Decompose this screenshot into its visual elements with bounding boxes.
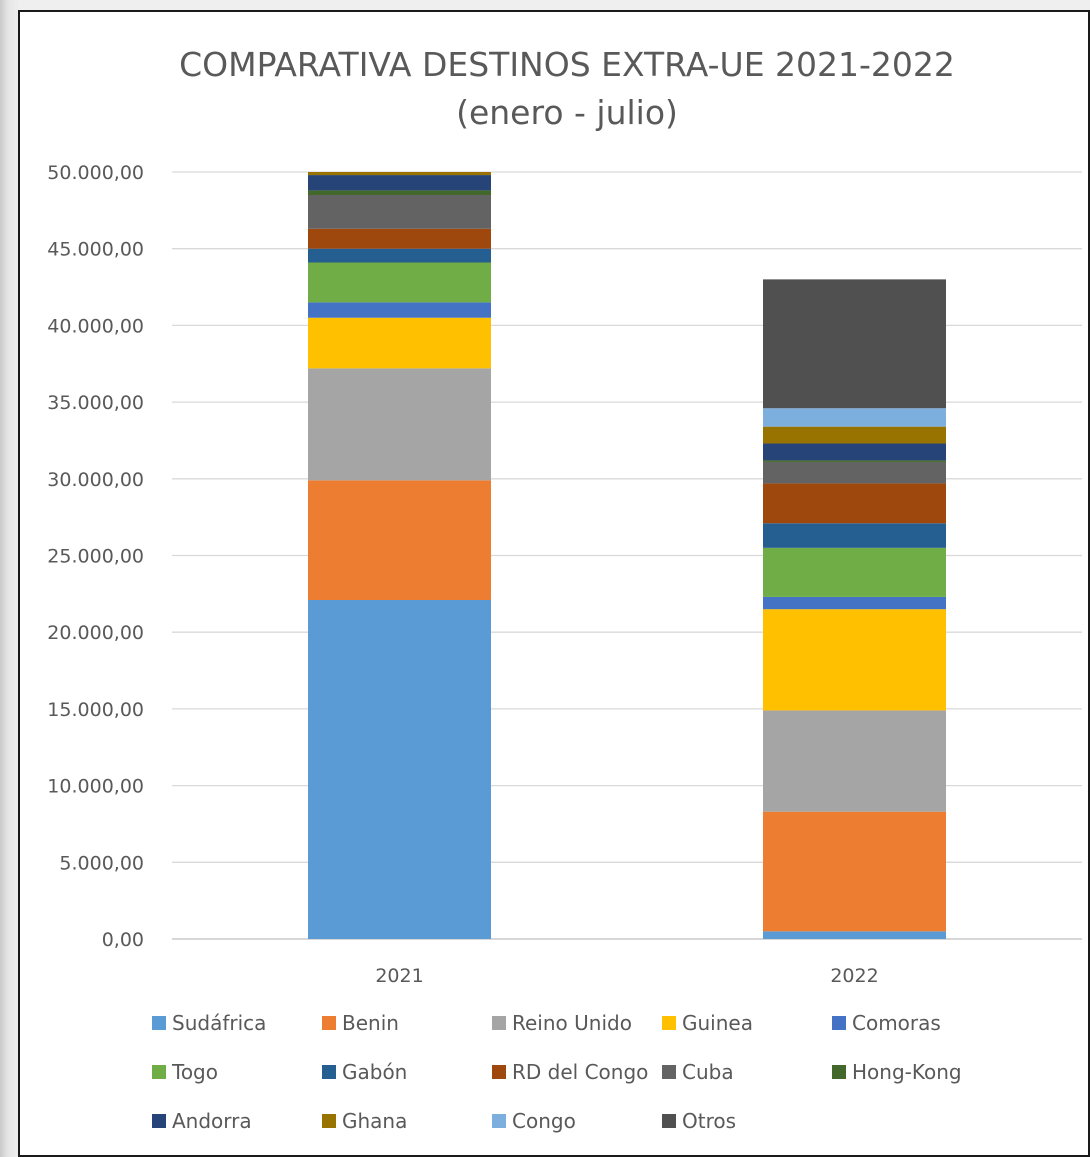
legend-label: Benin [342,1011,399,1035]
legend-swatch [492,1065,506,1079]
y-tick-label: 50.000,00 [47,162,144,184]
bar-segment [308,302,491,318]
legend-swatch [662,1065,676,1079]
bar-segment [763,609,946,711]
bar-segment [763,279,946,409]
legend-swatch [152,1065,166,1079]
chart-title: COMPARATIVA DESTINOS EXTRA-UE 2021-2022 [179,45,955,84]
bar-segment [763,460,946,462]
legend-label: Andorra [172,1109,252,1133]
legend-label: RD del Congo [512,1060,648,1084]
legend-label: Cuba [682,1060,734,1084]
legend-swatch [832,1016,846,1030]
bar-segment [763,931,946,939]
legend-label: Congo [512,1109,576,1133]
legend-label: Guinea [682,1011,753,1035]
legend-swatch [322,1114,336,1128]
legend-label: Comoras [852,1011,941,1035]
legend-label: Otros [682,1109,736,1133]
legend-label: Togo [171,1060,218,1084]
bar-segment [308,317,491,369]
y-tick-label: 20.000,00 [47,622,144,644]
y-tick-label: 40.000,00 [47,315,144,337]
legend-swatch [152,1016,166,1030]
legend-swatch [662,1114,676,1128]
y-tick-label: 0,00 [102,929,144,951]
bar-segment [763,461,946,484]
chart-subtitle: (enero - julio) [456,93,678,132]
axes: 0,00 5.000,00 10.000,00 15.000,00 20.000,00 2… [47,162,878,987]
legend-swatch [152,1114,166,1128]
bar-segment [308,228,491,249]
bar-segment [308,172,491,176]
legend-swatch [662,1016,676,1030]
bar-segment [308,480,491,600]
bar-segment [308,175,491,191]
bar-segment [308,190,491,196]
y-tick-label: 5.000,00 [59,852,144,874]
x-tick-label: 2022 [830,965,878,987]
bar-segment [763,811,946,932]
bar-segment [763,596,946,610]
legend-label: Sudáfrica [172,1011,266,1035]
y-tick-label: 25.000,00 [47,546,144,568]
bar-segment [763,547,946,597]
y-tick-label: 30.000,00 [47,469,144,491]
bars [308,172,946,939]
legend-swatch [832,1065,846,1079]
y-tick-label: 15.000,00 [47,699,144,721]
bar-segment [308,368,491,481]
legend: Sudáfrica Benin Reino Unido Guinea Comoras To… [152,1011,962,1133]
legend-swatch [322,1065,336,1079]
y-tick-label: 35.000,00 [47,392,144,414]
bar-segment [763,483,946,524]
bar-segment [308,248,491,263]
legend-label: Hong-Kong [852,1060,962,1084]
bar-segment [763,443,946,461]
bar-segment [308,195,491,229]
bar-segment [763,408,946,427]
y-tick-label: 10.000,00 [47,776,144,798]
bar-segment [763,523,946,548]
legend-swatch [492,1114,506,1128]
bar-segment [763,426,946,444]
bar-segment [308,262,491,303]
bar-segment [308,599,491,939]
chart-frame: COMPARATIVA DESTINOS EXTRA-UE 2021-2022 … [18,10,1090,1157]
x-tick-label: 2021 [375,965,423,987]
legend-label: Ghana [342,1109,407,1133]
legend-label: Gabón [342,1060,407,1084]
legend-swatch [492,1016,506,1030]
legend-label: Reino Unido [512,1011,632,1035]
bar-segment [763,710,946,812]
y-tick-label: 45.000,00 [47,239,144,261]
legend-swatch [322,1016,336,1030]
chart-svg: COMPARATIVA DESTINOS EXTRA-UE 2021-2022 … [47,45,1082,1133]
